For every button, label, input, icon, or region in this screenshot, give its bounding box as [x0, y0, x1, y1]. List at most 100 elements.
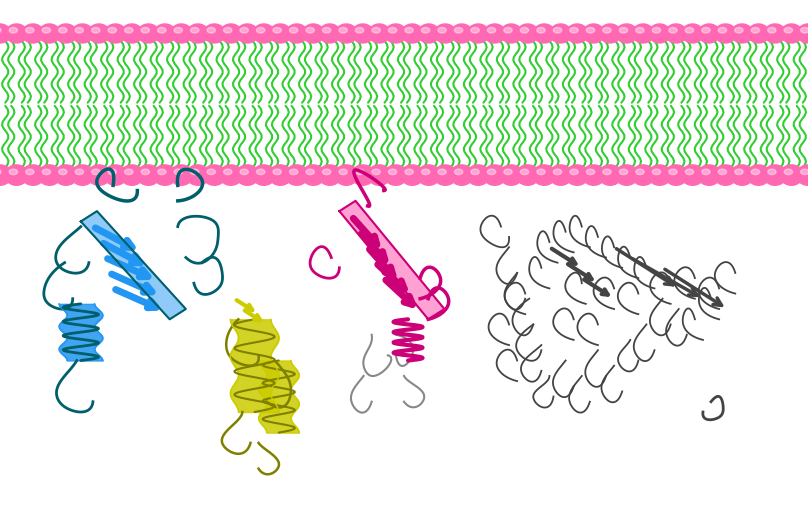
Ellipse shape [273, 27, 281, 33]
Ellipse shape [285, 23, 309, 44]
Ellipse shape [236, 165, 259, 185]
Ellipse shape [351, 23, 374, 44]
Ellipse shape [158, 169, 166, 175]
Ellipse shape [619, 169, 628, 175]
Ellipse shape [224, 27, 232, 33]
Ellipse shape [384, 23, 407, 44]
Ellipse shape [54, 165, 78, 185]
Ellipse shape [269, 23, 292, 44]
Ellipse shape [368, 23, 391, 44]
Ellipse shape [797, 23, 808, 44]
Ellipse shape [549, 23, 572, 44]
Ellipse shape [681, 165, 704, 185]
Ellipse shape [120, 23, 144, 44]
Ellipse shape [636, 27, 644, 33]
Ellipse shape [615, 23, 638, 44]
Ellipse shape [154, 165, 176, 185]
Ellipse shape [207, 27, 216, 33]
Ellipse shape [5, 23, 28, 44]
Ellipse shape [256, 27, 265, 33]
Ellipse shape [471, 27, 479, 33]
Ellipse shape [570, 27, 579, 33]
Ellipse shape [252, 165, 276, 185]
Ellipse shape [0, 27, 1, 33]
Ellipse shape [368, 165, 391, 185]
Ellipse shape [549, 165, 572, 185]
Ellipse shape [38, 23, 61, 44]
Ellipse shape [599, 23, 621, 44]
Ellipse shape [697, 23, 721, 44]
Ellipse shape [372, 27, 381, 33]
Ellipse shape [170, 165, 193, 185]
Ellipse shape [652, 27, 661, 33]
Ellipse shape [714, 165, 737, 185]
Ellipse shape [714, 23, 737, 44]
Ellipse shape [401, 165, 424, 185]
Ellipse shape [75, 169, 83, 175]
Ellipse shape [685, 27, 693, 33]
Ellipse shape [636, 169, 644, 175]
Ellipse shape [499, 23, 523, 44]
Ellipse shape [5, 165, 28, 185]
Ellipse shape [389, 169, 397, 175]
Ellipse shape [91, 27, 100, 33]
Ellipse shape [191, 27, 199, 33]
Ellipse shape [454, 169, 463, 175]
Ellipse shape [747, 23, 770, 44]
Ellipse shape [487, 27, 496, 33]
Ellipse shape [520, 169, 528, 175]
Ellipse shape [301, 165, 325, 185]
Ellipse shape [124, 27, 133, 33]
Ellipse shape [582, 165, 605, 185]
Ellipse shape [87, 23, 111, 44]
Ellipse shape [537, 169, 545, 175]
Ellipse shape [108, 27, 116, 33]
Ellipse shape [59, 169, 67, 175]
Ellipse shape [224, 169, 232, 175]
Ellipse shape [730, 165, 754, 185]
Ellipse shape [22, 165, 44, 185]
Ellipse shape [137, 23, 160, 44]
Ellipse shape [203, 165, 226, 185]
Ellipse shape [417, 23, 440, 44]
Ellipse shape [318, 165, 341, 185]
Ellipse shape [701, 169, 710, 175]
Ellipse shape [780, 165, 803, 185]
Ellipse shape [537, 27, 545, 33]
Ellipse shape [751, 27, 760, 33]
Ellipse shape [191, 169, 199, 175]
Ellipse shape [450, 23, 473, 44]
Ellipse shape [0, 165, 11, 185]
Ellipse shape [685, 169, 693, 175]
Ellipse shape [504, 27, 512, 33]
Ellipse shape [669, 169, 677, 175]
Ellipse shape [339, 169, 347, 175]
Ellipse shape [306, 169, 314, 175]
Ellipse shape [516, 23, 539, 44]
Ellipse shape [768, 169, 776, 175]
Ellipse shape [450, 165, 473, 185]
Ellipse shape [219, 23, 242, 44]
Ellipse shape [236, 23, 259, 44]
Ellipse shape [681, 23, 704, 44]
Ellipse shape [351, 165, 374, 185]
Ellipse shape [240, 27, 248, 33]
Ellipse shape [603, 169, 611, 175]
Ellipse shape [801, 27, 808, 33]
Ellipse shape [615, 165, 638, 185]
Ellipse shape [405, 169, 414, 175]
Ellipse shape [619, 27, 628, 33]
Ellipse shape [422, 169, 430, 175]
Ellipse shape [784, 27, 793, 33]
Ellipse shape [240, 169, 248, 175]
Ellipse shape [54, 23, 78, 44]
Ellipse shape [269, 165, 292, 185]
Ellipse shape [734, 169, 743, 175]
Ellipse shape [780, 23, 803, 44]
Ellipse shape [22, 23, 44, 44]
Ellipse shape [632, 23, 654, 44]
Ellipse shape [467, 23, 490, 44]
Ellipse shape [454, 27, 463, 33]
Ellipse shape [71, 23, 94, 44]
Ellipse shape [587, 169, 595, 175]
